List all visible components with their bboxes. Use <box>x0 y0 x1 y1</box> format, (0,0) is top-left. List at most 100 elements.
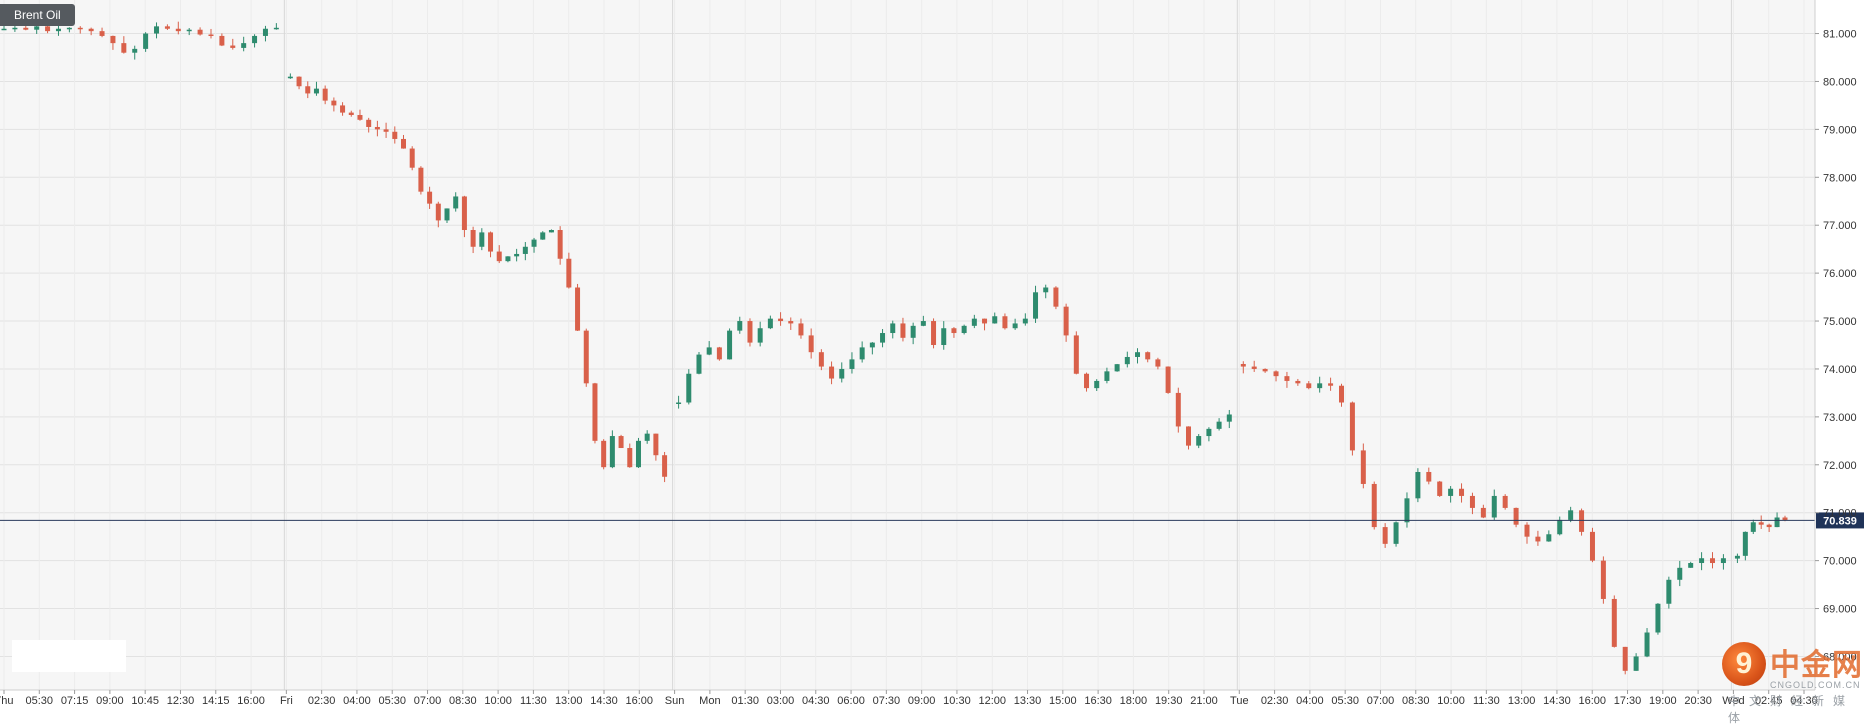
candle-body <box>1480 507 1486 518</box>
y-tick-label: 70.000 <box>1823 556 1857 568</box>
candle-body <box>505 256 511 262</box>
candle-body <box>696 354 702 374</box>
watermark: 9 中金网 CNGOLD.COM.CN 中文财经新媒体 <box>1722 640 1868 725</box>
candle-body <box>583 330 589 384</box>
candle-body <box>1349 402 1355 451</box>
candle-body <box>154 26 160 34</box>
candle-body <box>662 455 668 477</box>
candle-body <box>880 333 886 343</box>
candle-body <box>676 402 682 404</box>
x-tick-label: 06:00 <box>837 695 865 707</box>
candle-body <box>1135 352 1141 357</box>
candle-body <box>296 76 302 87</box>
x-tick-label: 02:30 <box>308 695 336 707</box>
x-tick-label: Thu <box>0 695 13 707</box>
candle-body <box>992 316 998 324</box>
candle-body <box>383 129 389 132</box>
candle-body <box>470 230 476 247</box>
x-tick-label: 10:00 <box>484 695 512 707</box>
x-tick-label: 12:00 <box>978 695 1006 707</box>
candles <box>1 20 1788 675</box>
x-tick-label: 07:15 <box>61 695 89 707</box>
candle-body <box>348 112 354 115</box>
candle-body <box>1742 531 1748 556</box>
candle-body <box>1175 392 1181 427</box>
candle-body <box>66 27 72 30</box>
y-tick-label: 72.000 <box>1823 460 1857 472</box>
candle-body <box>1053 287 1059 307</box>
candle-body <box>1 28 7 31</box>
candle-body <box>1155 359 1161 367</box>
instrument-title: Brent Oil <box>0 4 75 26</box>
candle-body <box>1426 471 1432 482</box>
candle-body <box>45 26 51 32</box>
candle-body <box>1557 519 1563 535</box>
candle-body <box>132 48 138 53</box>
candle-body <box>374 126 380 130</box>
candle-body <box>1262 368 1268 372</box>
watermark-domain: CNGOLD.COM.CN <box>1770 680 1861 690</box>
candle-body <box>1165 366 1171 393</box>
x-tick-label: 01:30 <box>731 695 759 707</box>
candle-body <box>601 440 607 468</box>
plot-area <box>0 0 1815 690</box>
candle-body <box>1459 488 1465 496</box>
x-tick-label: 13:30 <box>1014 695 1042 707</box>
candle-body <box>767 318 773 329</box>
candle-body <box>331 100 337 106</box>
current-price-line: 70.839 <box>0 512 1864 529</box>
x-tick-label: 07:00 <box>414 695 442 707</box>
candle-body <box>1758 522 1764 525</box>
candle-body <box>110 35 116 44</box>
candle-body <box>12 27 18 30</box>
y-tick-label: 78.000 <box>1823 172 1857 184</box>
candle-body <box>1535 536 1541 542</box>
candle-body <box>143 33 149 49</box>
x-tick-label: 02:30 <box>1261 695 1289 707</box>
candle-body <box>757 328 763 343</box>
candle-body <box>1371 483 1377 528</box>
candle-body <box>1284 376 1290 381</box>
candle-body <box>1710 558 1715 564</box>
candle-body <box>400 138 406 149</box>
blank-panel <box>12 640 126 672</box>
candle-body <box>23 27 29 30</box>
candle-body <box>890 323 896 334</box>
candle-body <box>1114 364 1120 372</box>
candle-body <box>1644 632 1650 657</box>
candle-body <box>869 342 875 348</box>
candle-body <box>444 208 450 221</box>
candle-body <box>1677 567 1683 580</box>
y-tick-label: 68.000 <box>1823 651 1857 663</box>
candle-body <box>287 76 293 79</box>
x-tick-label: 14:30 <box>1543 695 1571 707</box>
x-tick-label: Mon <box>699 695 720 707</box>
candle-body <box>635 440 641 468</box>
y-tick-label: 79.000 <box>1823 124 1857 136</box>
candle-body <box>488 232 494 252</box>
x-tick-label: 09:00 <box>96 695 124 707</box>
x-tick-label: 19:30 <box>1155 695 1183 707</box>
candle-body <box>1382 527 1388 544</box>
x-tick-label: 16:00 <box>237 695 265 707</box>
candle-body <box>305 86 311 94</box>
current-price-label: 70.839 <box>1823 515 1857 527</box>
candle-body <box>727 330 733 360</box>
x-tick-label: 19:00 <box>1649 695 1677 707</box>
candle-body <box>230 45 236 48</box>
candle-body <box>548 230 554 233</box>
candle-body <box>241 43 247 48</box>
x-tick-label: 08:30 <box>449 695 477 707</box>
y-axis: 81.000 80.000 79.000 78.000 77.000 76.000 75.0… <box>1814 0 1857 690</box>
candle-body <box>1124 356 1130 365</box>
x-tick-label: 10:00 <box>1437 695 1465 707</box>
x-tick-label: 02:45 <box>1755 695 1783 707</box>
candle-body <box>392 131 398 139</box>
candle-body <box>706 347 712 355</box>
candle-body <box>55 28 61 32</box>
candle-body <box>653 433 659 456</box>
x-tick-label: 17:30 <box>1614 695 1642 707</box>
candle-body <box>164 26 170 29</box>
x-tick-label: 05:30 <box>26 695 54 707</box>
candle-body <box>461 196 467 230</box>
